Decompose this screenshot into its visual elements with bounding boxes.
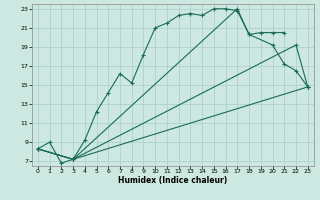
X-axis label: Humidex (Indice chaleur): Humidex (Indice chaleur) — [118, 176, 228, 185]
